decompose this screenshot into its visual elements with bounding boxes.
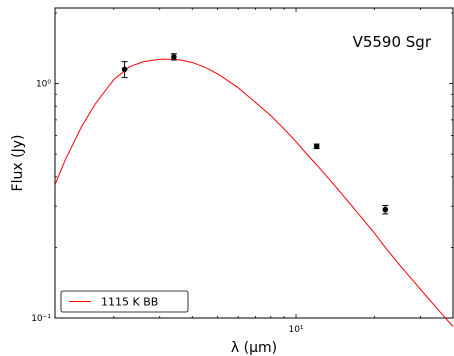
plot-frame [54, 7, 454, 319]
legend: 1115 K BB [60, 290, 189, 313]
data-point [313, 143, 320, 150]
y-tick-label: 10⁻¹ [31, 314, 51, 324]
x-tick-label: 10¹ [288, 325, 303, 335]
data-point [171, 54, 177, 60]
data-point [121, 66, 128, 73]
minor-ticks [55, 8, 454, 318]
plot-area [54, 53, 454, 327]
major-ticks [55, 8, 453, 319]
legend-label: 1115 K BB [101, 296, 158, 309]
blackbody-curve [54, 58, 454, 327]
x-axis-label: λ (μm) [231, 340, 277, 356]
data-point [382, 206, 389, 213]
y-axis-label: Flux (Jy) [10, 135, 26, 192]
chart-title: V5590 Sgr [353, 33, 432, 51]
legend-box [60, 290, 189, 313]
y-tick-label: 10⁰ [36, 80, 51, 90]
tick-labels: 10¹ 10⁻¹ 10⁰ [31, 80, 304, 335]
